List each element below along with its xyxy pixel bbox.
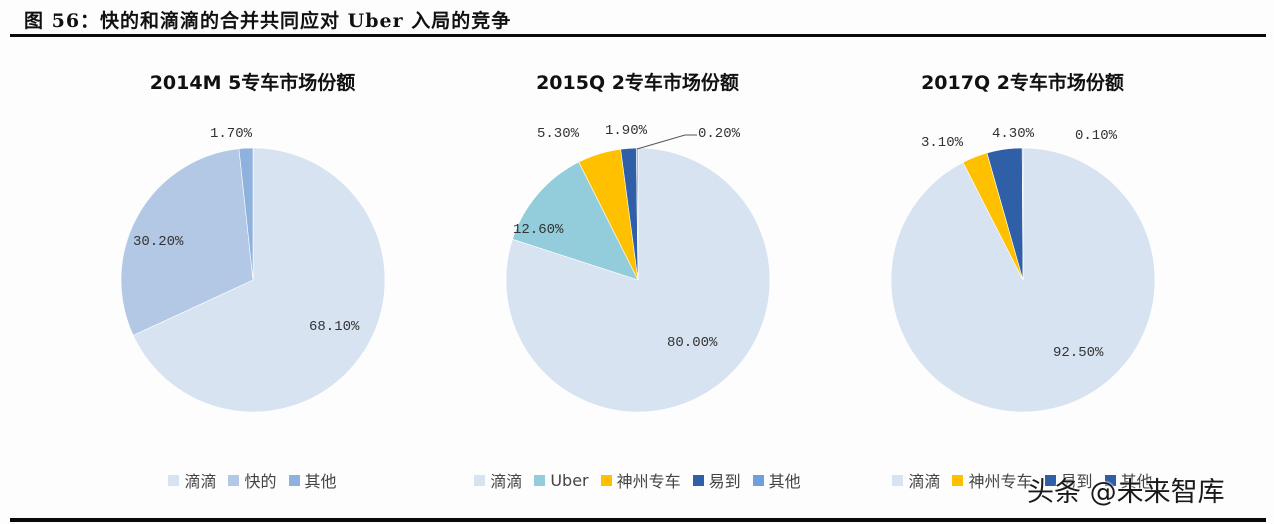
data-label: 68.10% <box>309 319 360 335</box>
data-label: 1.90% <box>605 123 648 139</box>
legend-swatch <box>168 474 180 486</box>
pie-panel-2014m5: 2014M 5专车市场份额 68.10% 30.20% 1.70% 滴滴 快的 其他 <box>60 40 445 510</box>
pie-slice-1 <box>132 147 386 413</box>
legend-swatch <box>474 474 486 486</box>
legend-label: 其他 <box>1120 472 1153 491</box>
legend-label: 易到 <box>1060 472 1093 491</box>
legend-label: 滴滴 <box>908 472 941 491</box>
pie-chart: 68.10% 30.20% 1.70% <box>120 126 386 413</box>
legend: 滴滴 Uber 神州专车 易到 其他 <box>445 468 830 492</box>
legend: 滴滴 神州专车 易到 其他 <box>830 468 1215 492</box>
pie-chart: 80.00% 12.60% 5.30% 1.90% 0.20% <box>505 123 771 413</box>
data-label: 4.30% <box>992 126 1035 142</box>
legend-swatch <box>892 474 904 486</box>
legend-label: 其他 <box>768 472 801 491</box>
legend-item: Uber <box>534 468 589 492</box>
pie-panel-2017q2: 2017Q 2专车市场份额 92.50% 3.10% 4.30% 0.10% 滴滴 神州… <box>830 40 1215 510</box>
legend-item: 滴滴 <box>168 468 216 492</box>
pie-panel-2015q2: 2015Q 2专车市场份额 80.00% 12.60% 5.30% 1.90% 0.20… <box>445 40 830 510</box>
legend-swatch <box>752 474 764 486</box>
legend-item: 滴滴 <box>474 468 522 492</box>
legend-label: Uber <box>550 470 589 490</box>
legend-item: 易到 <box>692 468 741 492</box>
watermark: 头条 @未来智库 <box>1027 477 1225 508</box>
legend-item: 其他 <box>288 468 337 492</box>
legend-swatch <box>952 474 964 486</box>
legend-item: 快的 <box>228 468 277 492</box>
legend-item: 其他 <box>752 468 801 492</box>
top-rule <box>10 34 1266 37</box>
legend-item: 滴滴 <box>892 468 940 492</box>
bottom-rule <box>10 518 1266 522</box>
legend-swatch <box>288 474 300 486</box>
legend-label: 易到 <box>708 472 741 491</box>
legend-label: 滴滴 <box>490 472 523 491</box>
pie-slice-3 <box>238 147 254 281</box>
legend-swatch <box>1044 474 1056 486</box>
legend-label: 其他 <box>304 472 337 491</box>
data-label: 3.10% <box>921 135 964 151</box>
legend-label: 快的 <box>244 472 277 491</box>
chart-title: 2014M 5专车市场份额 <box>149 72 356 94</box>
chart-title: 2015Q 2专车市场份额 <box>536 72 739 94</box>
chart-title: 2017Q 2专车市场份额 <box>921 72 1124 94</box>
data-label: 5.30% <box>537 126 580 142</box>
legend-swatch <box>692 474 704 486</box>
legend-label: 滴滴 <box>184 472 217 491</box>
pie-slice-2 <box>120 148 254 336</box>
pie-slice-4 <box>1021 147 1024 281</box>
pie-slice-5 <box>636 147 639 281</box>
legend-label: 神州专车 <box>616 472 681 491</box>
leader-line <box>636 134 697 150</box>
legend-label: 神州专车 <box>968 472 1033 491</box>
legend: 滴滴 快的 其他 <box>60 468 445 492</box>
legend-item: 易到 <box>1044 468 1093 492</box>
legend-swatch <box>1104 474 1116 486</box>
data-label: 0.10% <box>1075 128 1118 144</box>
legend-item: 其他 <box>1104 468 1153 492</box>
data-label: 92.50% <box>1053 345 1104 361</box>
data-label: 0.20% <box>698 126 741 142</box>
legend-item: 神州专车 <box>600 468 681 492</box>
legend-swatch <box>534 474 546 486</box>
figure-title: 图 56：快的和滴滴的合并共同应对 Uber 入局的竞争 <box>24 10 512 32</box>
legend-swatch <box>600 474 612 486</box>
data-label: 1.70% <box>210 126 253 142</box>
data-label: 80.00% <box>667 335 718 351</box>
data-label: 30.20% <box>133 234 184 250</box>
legend-swatch <box>228 474 240 486</box>
legend-item: 神州专车 <box>952 468 1033 492</box>
pie-chart: 92.50% 3.10% 4.30% 0.10% <box>890 126 1156 413</box>
pie-slice-2 <box>512 161 639 281</box>
data-label: 12.60% <box>513 222 564 238</box>
